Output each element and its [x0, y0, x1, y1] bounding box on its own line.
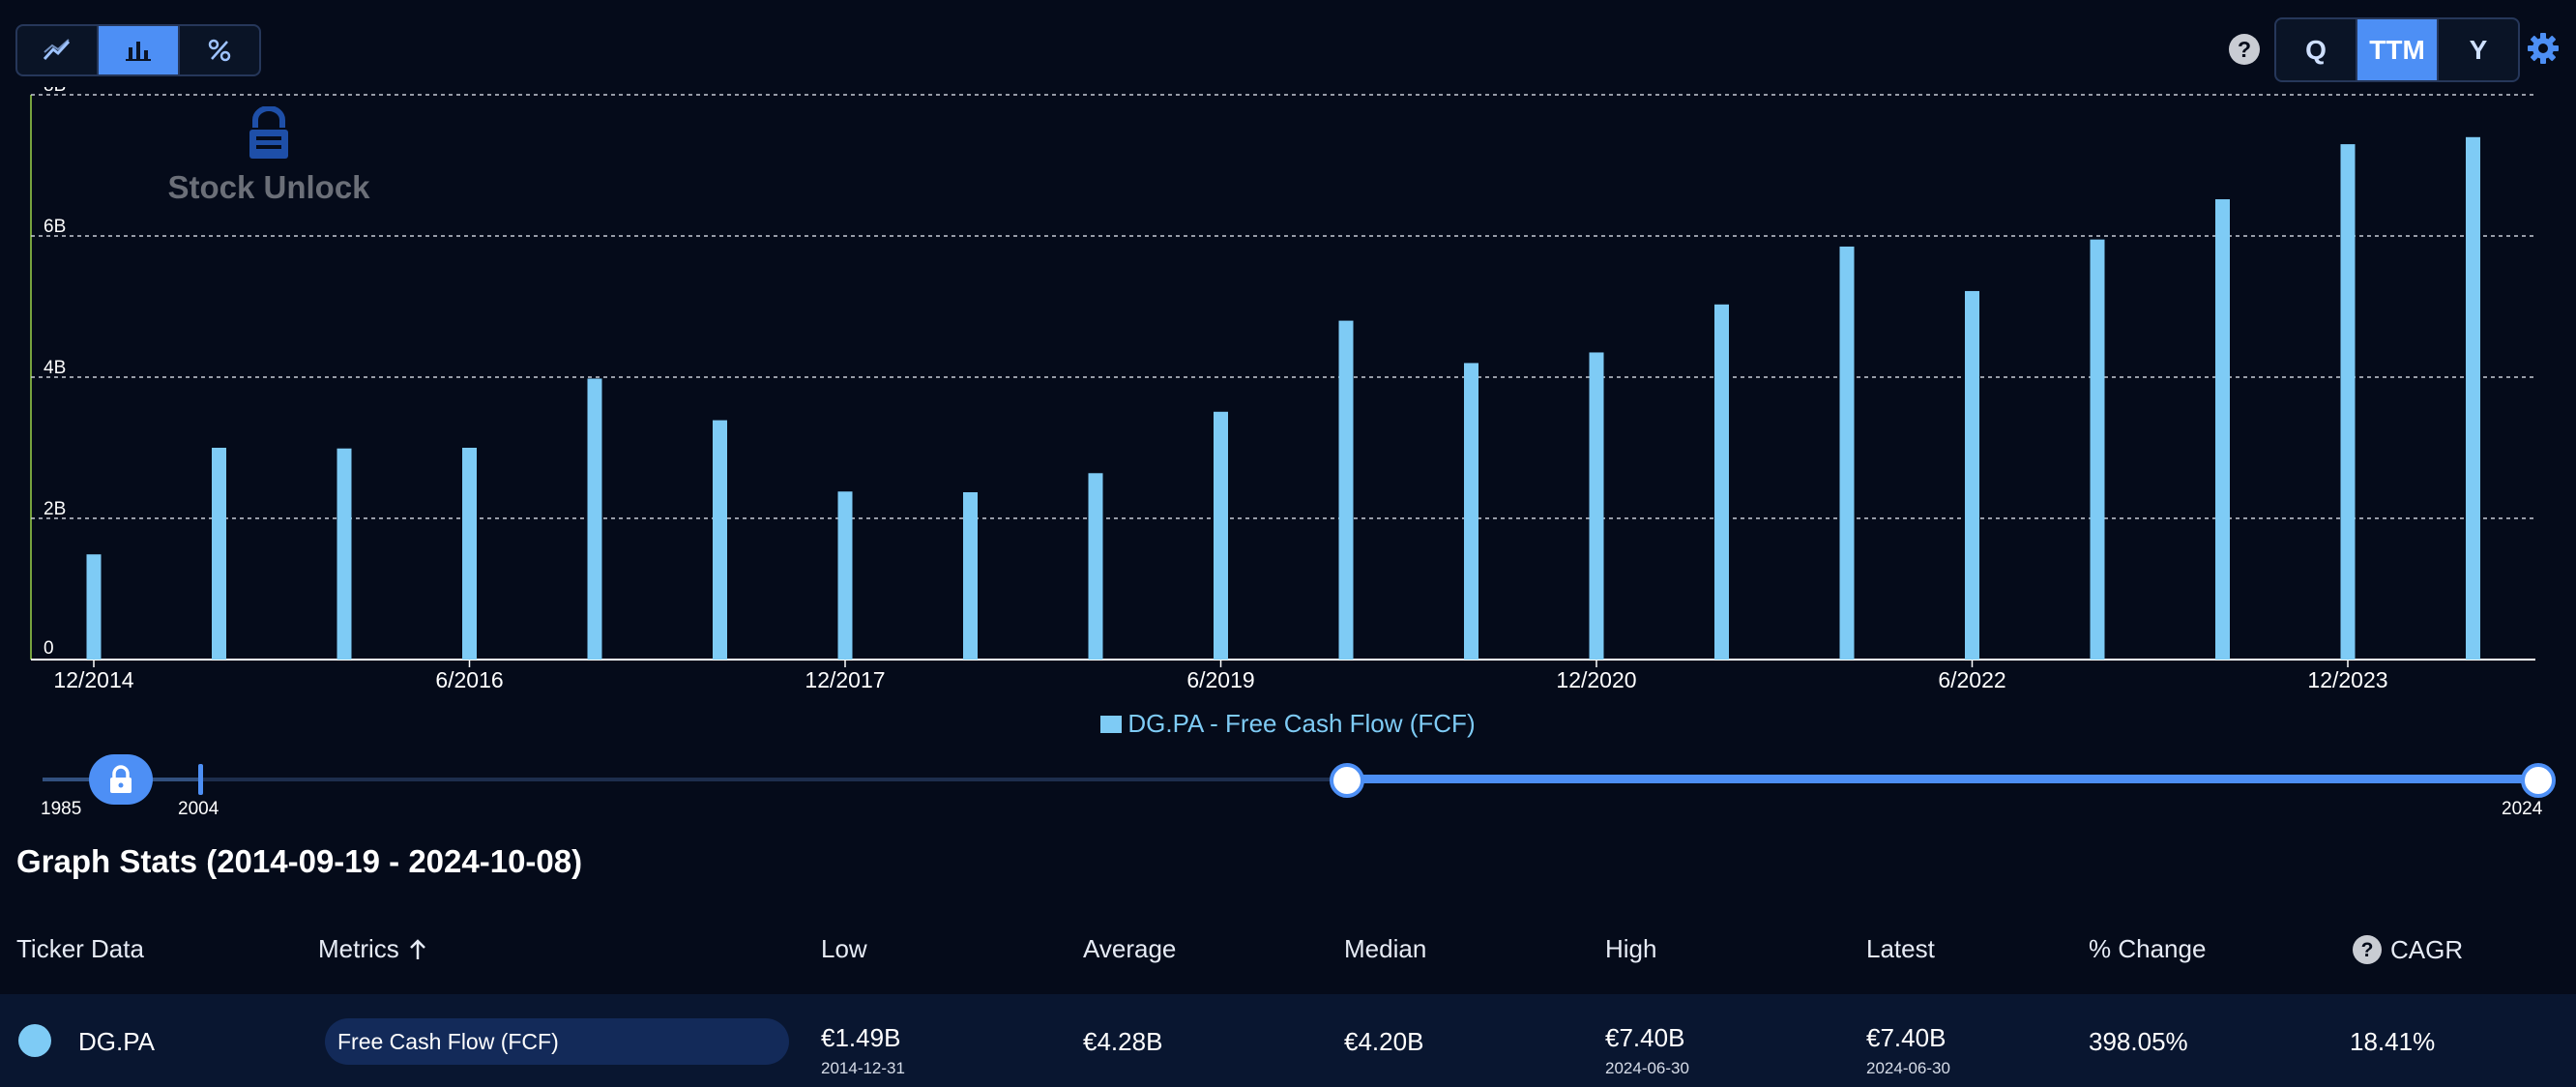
header-cagr-label: CAGR — [2390, 934, 2464, 964]
svg-text:?: ? — [2238, 37, 2251, 62]
watermark-text: Stock Unlock — [167, 169, 370, 205]
sort-arrow-up-icon — [409, 938, 425, 959]
line-chart-button[interactable] — [17, 26, 99, 74]
header-metrics[interactable]: Metrics — [318, 934, 428, 964]
slider-start-handle[interactable] — [1330, 763, 1364, 798]
cell-low: €1.49B — [821, 1023, 901, 1052]
slider-lock-handle[interactable] — [89, 754, 153, 805]
period-toggle: Q TTM Y — [2274, 17, 2520, 82]
chart-legend[interactable]: DG.PA - Free Cash Flow (FCF) — [0, 709, 2576, 739]
cell-low-date: 2014-12-31 — [821, 1059, 905, 1077]
svg-text:?: ? — [2361, 939, 2374, 961]
watermark: Stock Unlock — [162, 105, 375, 206]
cell-latest-date: 2024-06-30 — [1866, 1059, 1950, 1077]
ticker-color-dot — [18, 1024, 51, 1057]
slider-track[interactable] — [43, 778, 2535, 781]
header-latest[interactable]: Latest — [1866, 934, 1935, 963]
cell-high: €7.40B — [1605, 1023, 1685, 1052]
y-tick-label: 2B — [44, 499, 66, 519]
metric-pill-label: Free Cash Flow (FCF) — [337, 1028, 559, 1054]
fcf-bar-chart: 0 2B 4B 6B 8B 12/2014 6/2016 12/2017 6/2019 12/2… — [30, 87, 2535, 692]
bar-chart-icon — [126, 42, 151, 61]
header-change[interactable]: % Change — [2089, 934, 2207, 963]
bar[interactable] — [2090, 239, 2105, 660]
bar[interactable] — [1464, 363, 1478, 660]
percent-icon — [208, 39, 231, 62]
chart-mode-toggle — [15, 24, 261, 76]
x-tick-label: 6/2016 — [435, 667, 503, 692]
slider-end-handle[interactable] — [2521, 763, 2556, 798]
bar[interactable] — [1839, 246, 1855, 660]
slider-max-label: 2024 — [2502, 799, 2543, 819]
header-metrics-label: Metrics — [318, 934, 399, 963]
bar[interactable] — [1965, 290, 1979, 660]
x-tick-label: 12/2017 — [805, 667, 885, 692]
bar[interactable] — [1088, 473, 1103, 660]
metric-pill[interactable]: Free Cash Flow (FCF) — [325, 1018, 789, 1065]
legend-swatch — [1100, 715, 1123, 733]
y-tick-label: 6B — [44, 217, 66, 237]
x-tick-label: 6/2022 — [1938, 667, 2005, 692]
y-tick-label: 4B — [44, 358, 66, 378]
header-average[interactable]: Average — [1083, 934, 1177, 963]
x-tick-label: 6/2019 — [1186, 667, 1254, 692]
slider-locked-label: 2004 — [178, 799, 220, 819]
bar[interactable] — [2215, 199, 2230, 660]
bar[interactable] — [212, 448, 226, 660]
cell-cagr: 18.41% — [2350, 1027, 2436, 1056]
stock-unlock-logo-icon — [249, 105, 288, 159]
cell-high-date: 2024-06-30 — [1605, 1059, 1689, 1077]
x-tick-label: 12/2014 — [53, 667, 133, 692]
stats-title: Graph Stats (2014-09-19 - 2024-10-08) — [16, 843, 583, 879]
bar[interactable] — [1338, 320, 1354, 660]
percent-button[interactable] — [180, 26, 259, 74]
y-tick-label: 0 — [44, 638, 54, 659]
bar[interactable] — [713, 420, 727, 660]
bar[interactable] — [1714, 304, 1729, 660]
bar[interactable] — [587, 378, 602, 660]
bar[interactable] — [963, 491, 978, 660]
header-cagr[interactable]: ? CAGR — [2352, 934, 2463, 965]
legend-label: DG.PA - Free Cash Flow (FCF) — [1127, 709, 1476, 738]
cell-average: €4.28B — [1083, 1027, 1163, 1056]
x-tick-label: 12/2020 — [1556, 667, 1636, 692]
slider-locked-marker — [198, 764, 203, 795]
bar[interactable] — [1214, 411, 1228, 660]
header-low[interactable]: Low — [821, 934, 867, 963]
cell-median: €4.20B — [1344, 1027, 1424, 1056]
cell-ticker[interactable]: DG.PA — [78, 1027, 155, 1056]
bar[interactable] — [2466, 136, 2480, 661]
cell-change: 398.05% — [2089, 1027, 2188, 1056]
period-ttm-button[interactable]: TTM — [2357, 19, 2439, 80]
header-ticker-data: Ticker Data — [16, 934, 144, 963]
bar[interactable] — [1589, 352, 1604, 660]
question-circle-icon: ? — [2229, 34, 2260, 65]
bar[interactable] — [462, 448, 477, 660]
help-button[interactable]: ? — [2228, 33, 2261, 71]
cell-latest: €7.40B — [1866, 1023, 1947, 1052]
cagr-help-icon[interactable]: ? — [2352, 934, 2383, 965]
slider-min-label: 1985 — [41, 799, 82, 819]
bar[interactable] — [86, 554, 102, 660]
period-q-button[interactable]: Q — [2276, 19, 2357, 80]
gear-icon — [2528, 33, 2559, 64]
y-tick-label: 8B — [44, 87, 66, 96]
x-tick-label: 12/2023 — [2307, 667, 2387, 692]
header-median[interactable]: Median — [1344, 934, 1427, 963]
lock-icon — [110, 765, 132, 793]
line-chart-icon — [43, 39, 71, 61]
bar[interactable] — [837, 491, 853, 660]
bar-chart-button[interactable] — [99, 26, 180, 74]
slider-selected-range[interactable] — [1345, 775, 2535, 783]
bar[interactable] — [337, 448, 352, 660]
bar[interactable] — [2340, 144, 2356, 661]
header-high[interactable]: High — [1605, 934, 1657, 963]
period-y-button[interactable]: Y — [2469, 34, 2488, 65]
settings-button[interactable] — [2526, 30, 2561, 72]
